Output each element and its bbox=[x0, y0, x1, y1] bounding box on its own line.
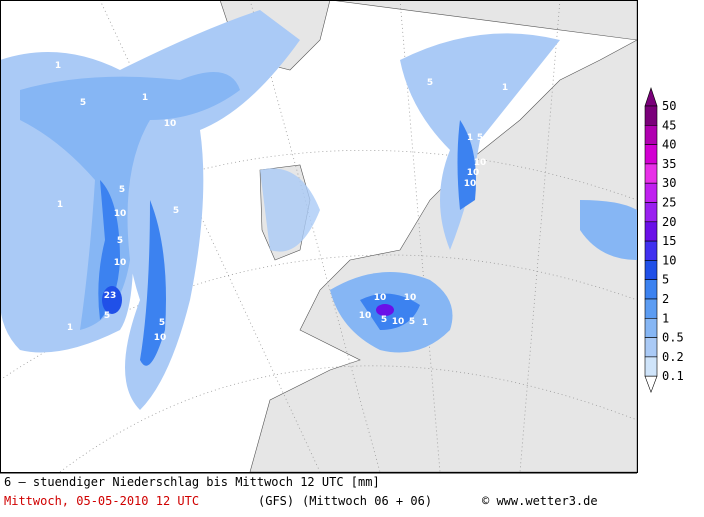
legend-swatch bbox=[644, 163, 658, 184]
legend-label: 15 bbox=[662, 234, 676, 248]
contour-label: 1 bbox=[417, 188, 423, 198]
footer-title: 6 – stuendiger Niederschlag bis Mittwoch… bbox=[4, 475, 380, 489]
graticule bbox=[0, 0, 638, 473]
legend-swatch bbox=[644, 279, 658, 300]
legend-swatch bbox=[644, 240, 658, 261]
contour-label: 10 bbox=[392, 317, 405, 327]
contour-label: 1 bbox=[422, 318, 428, 328]
legend-swatch bbox=[644, 182, 658, 203]
footer-model: (GFS) bbox=[258, 494, 294, 508]
contour-label: 10 bbox=[464, 179, 477, 189]
contour-label: 5 bbox=[80, 98, 86, 108]
contour-label: 5 bbox=[427, 78, 433, 88]
legend-label: 0.1 bbox=[662, 369, 684, 383]
legend-label: 25 bbox=[662, 196, 676, 210]
color-legend: 50 45 40 35 30 25 20 15 10 5 2 1 0.5 0.2 0.1 bbox=[644, 87, 684, 394]
footer-credit: © www.wetter3.de bbox=[482, 494, 598, 508]
legend-swatch bbox=[644, 105, 658, 126]
legend-swatch bbox=[644, 202, 658, 223]
contour-label: 1 bbox=[57, 200, 63, 210]
contour-label: 1 bbox=[417, 180, 423, 190]
legend-swatch bbox=[644, 356, 658, 377]
legend-label: 30 bbox=[662, 176, 676, 190]
legend-swatch bbox=[644, 144, 658, 165]
contour-label: 5 bbox=[104, 311, 110, 321]
legend-label: 0.2 bbox=[662, 350, 684, 364]
legend-label: 1 bbox=[662, 311, 669, 325]
contour-label: 5 bbox=[119, 185, 125, 195]
footer-run: (Mittwoch 06 + 06) bbox=[302, 494, 432, 508]
contour-label: 5 bbox=[381, 315, 387, 325]
contour-label: 5 bbox=[159, 318, 165, 328]
contour-label: 10 bbox=[164, 119, 177, 129]
contour-label: 1 bbox=[467, 133, 473, 143]
legend-swatch bbox=[644, 298, 658, 319]
legend-swatch bbox=[644, 260, 658, 280]
legend-label: 2 bbox=[662, 292, 669, 306]
contour-label: 10 bbox=[467, 168, 480, 178]
legend-label: 5 bbox=[662, 273, 669, 287]
contour-label: 10 bbox=[474, 158, 487, 168]
contour-label: 5 bbox=[117, 236, 123, 246]
contour-label: 5 bbox=[477, 133, 483, 143]
contour-label: 5 bbox=[322, 158, 328, 168]
contour-label: 5 bbox=[317, 169, 323, 179]
legend-label: 0.5 bbox=[662, 331, 684, 345]
contour-label: 1 bbox=[502, 83, 508, 93]
legend-label: 20 bbox=[662, 215, 676, 229]
legend-label: 10 bbox=[662, 253, 676, 267]
contour-label: 1 bbox=[142, 93, 148, 103]
footer-date: Mittwoch, 05-05-2010 12 UTC bbox=[4, 494, 199, 508]
contour-label: 10 bbox=[374, 293, 387, 303]
contour-label: 10 bbox=[114, 258, 127, 268]
contour-label: 10 bbox=[154, 333, 167, 343]
legend-label: 50 bbox=[662, 99, 676, 113]
contour-label: 10 bbox=[359, 311, 372, 321]
legend-swatch bbox=[644, 221, 658, 242]
contour-label: 5 bbox=[409, 317, 415, 327]
precipitation bbox=[0, 10, 637, 410]
contour-label: 1 bbox=[55, 61, 61, 71]
contour-label: 5 bbox=[173, 206, 179, 216]
contour-label: 10 bbox=[114, 209, 127, 219]
contour-label: 10 bbox=[404, 293, 417, 303]
legend-label: 35 bbox=[662, 157, 676, 171]
contour-label: 1 bbox=[67, 323, 73, 333]
legend-bottom-triangle bbox=[644, 375, 658, 394]
legend-swatch bbox=[644, 337, 658, 358]
legend-label: 45 bbox=[662, 118, 676, 132]
legend-label: 40 bbox=[662, 138, 676, 152]
legend-swatch bbox=[644, 317, 658, 338]
contour-label: 1 bbox=[362, 126, 368, 136]
legend-swatch bbox=[644, 125, 658, 145]
contour-label: 23 bbox=[104, 291, 117, 301]
